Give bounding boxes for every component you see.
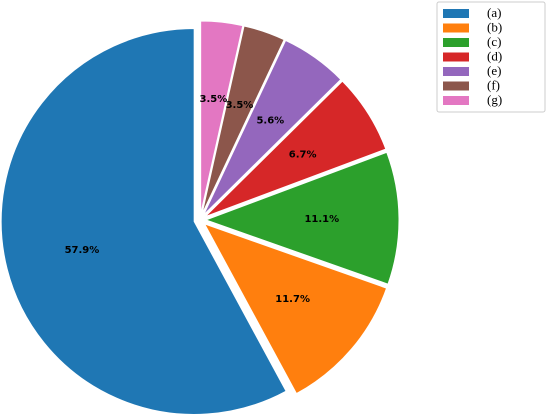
pie-slice <box>200 20 244 215</box>
pie-slice <box>201 25 285 215</box>
pie-slice <box>203 222 388 395</box>
legend-label: (e) <box>487 63 501 78</box>
pie-slice <box>0 27 287 415</box>
slice-label: 3.5% <box>199 94 227 105</box>
slice-label: 3.5% <box>226 100 254 111</box>
legend-label: (d) <box>487 48 502 63</box>
legend-label: (f) <box>487 77 500 92</box>
legend-swatch <box>443 96 469 105</box>
slice-label: 11.7% <box>275 294 310 305</box>
slice-label: 6.7% <box>289 149 317 160</box>
pie-slice <box>203 39 342 216</box>
pie-slice <box>204 151 400 285</box>
legend-label: (a) <box>487 5 501 20</box>
legend-swatch <box>443 52 469 62</box>
legend-label: (c) <box>487 34 501 49</box>
legend-swatch <box>443 38 469 47</box>
legend-swatch <box>443 23 469 33</box>
slice-label: 57.9% <box>65 245 100 256</box>
pie-slice <box>204 80 387 218</box>
slice-label: 11.1% <box>304 214 339 225</box>
legend-swatch <box>443 81 469 91</box>
legend-swatch <box>443 67 469 76</box>
legend-swatch <box>443 9 469 18</box>
legend-label: (b) <box>487 19 502 34</box>
slice-label: 5.6% <box>256 116 284 127</box>
legend-label: (g) <box>487 92 502 107</box>
